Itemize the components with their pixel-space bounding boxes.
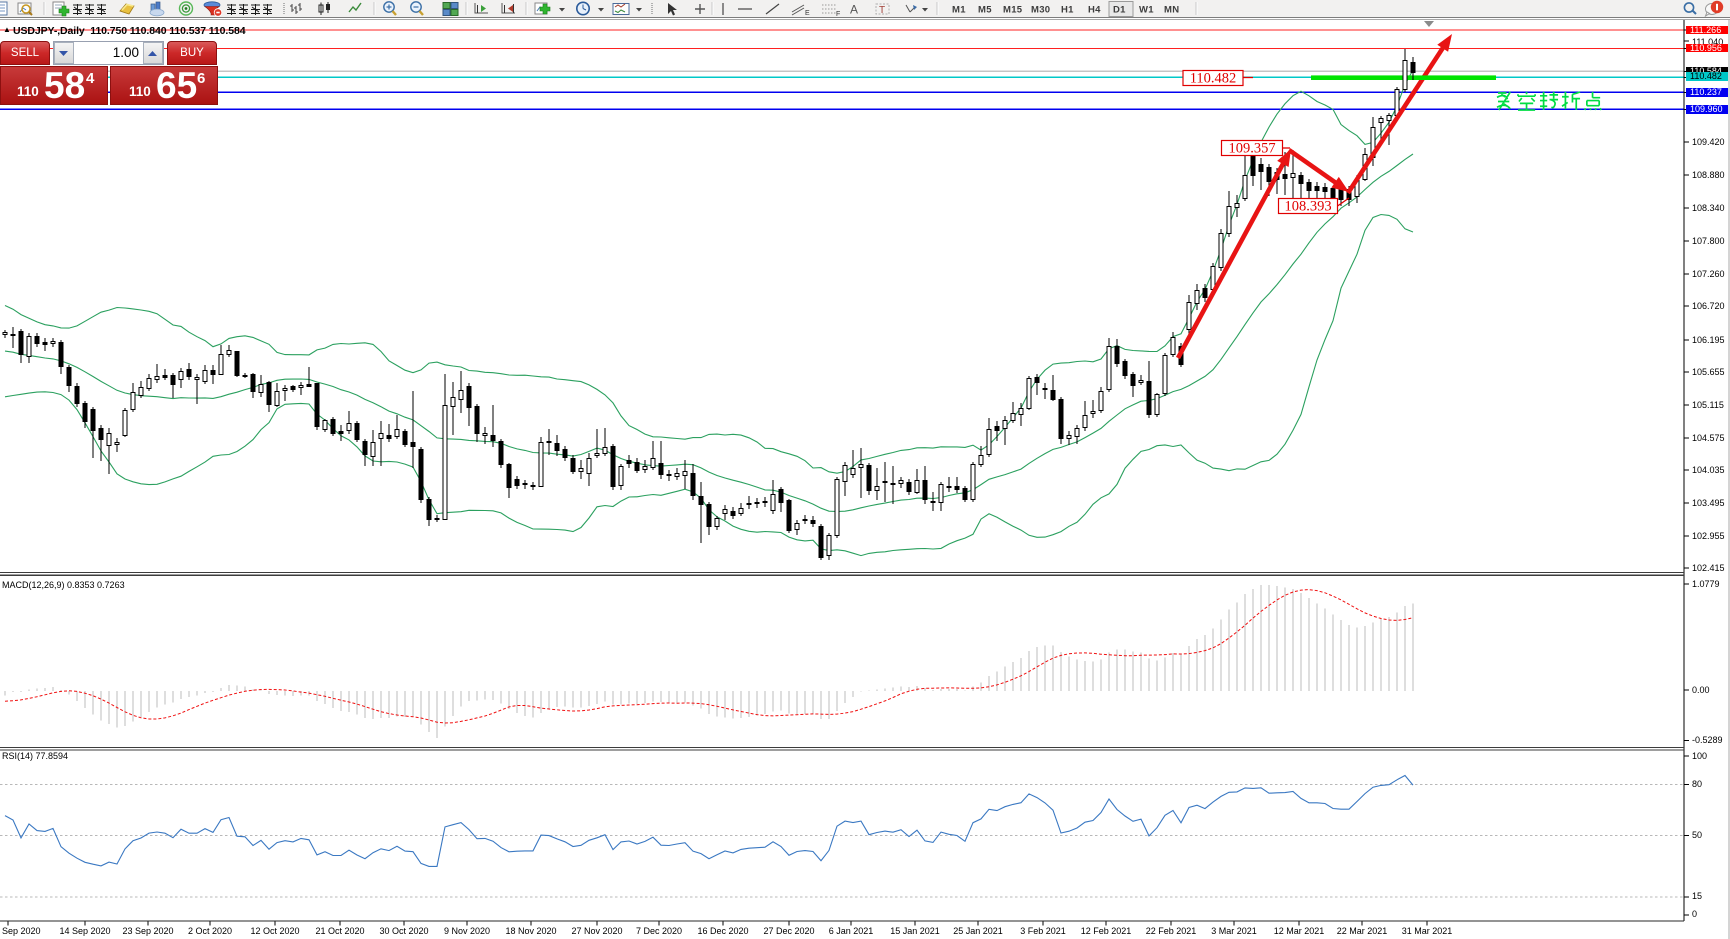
- svg-text:T: T: [879, 5, 885, 16]
- svg-text:MN: MN: [1164, 5, 1179, 16]
- svg-text:M5: M5: [978, 5, 992, 16]
- svg-text:M1: M1: [952, 5, 966, 16]
- svg-text:A: A: [850, 3, 858, 17]
- svg-text:109.357: 109.357: [1228, 141, 1275, 157]
- svg-text:D1: D1: [1113, 5, 1126, 16]
- svg-text:H1: H1: [1061, 5, 1074, 16]
- svg-text:F: F: [836, 11, 840, 18]
- svg-text:E: E: [805, 10, 810, 17]
- svg-text:110.482: 110.482: [1190, 71, 1237, 87]
- svg-text:M30: M30: [1031, 5, 1050, 16]
- svg-text:M15: M15: [1003, 5, 1023, 16]
- svg-text:W1: W1: [1139, 5, 1154, 16]
- svg-text:108.393: 108.393: [1284, 199, 1331, 215]
- svg-text:H4: H4: [1088, 5, 1101, 16]
